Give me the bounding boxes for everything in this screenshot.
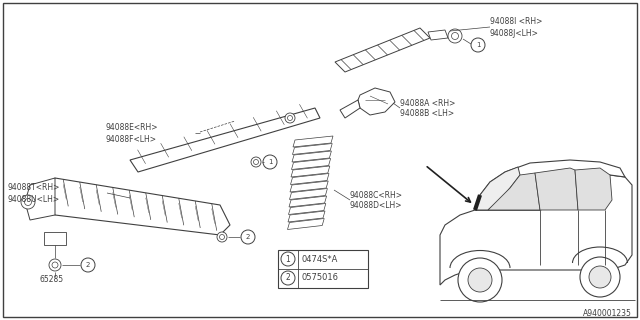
Text: 0575016: 0575016 xyxy=(302,274,339,283)
Polygon shape xyxy=(293,136,333,147)
Polygon shape xyxy=(575,168,612,210)
Text: 94088J<LH>: 94088J<LH> xyxy=(490,28,539,37)
Circle shape xyxy=(287,116,292,121)
Text: 94088B <LH>: 94088B <LH> xyxy=(400,109,454,118)
Polygon shape xyxy=(475,160,625,210)
Polygon shape xyxy=(358,88,395,115)
Polygon shape xyxy=(535,168,578,210)
Polygon shape xyxy=(475,167,520,210)
Text: 1: 1 xyxy=(268,159,272,165)
Polygon shape xyxy=(289,196,326,207)
Text: 94088I <RH>: 94088I <RH> xyxy=(490,18,542,27)
Text: 2: 2 xyxy=(86,262,90,268)
Circle shape xyxy=(281,252,295,266)
Polygon shape xyxy=(290,181,328,192)
Polygon shape xyxy=(291,173,329,185)
Text: 2: 2 xyxy=(285,274,291,283)
Polygon shape xyxy=(335,28,430,72)
Text: 65285: 65285 xyxy=(40,276,64,284)
Text: 2: 2 xyxy=(246,234,250,240)
Circle shape xyxy=(589,266,611,288)
Polygon shape xyxy=(340,100,360,118)
Circle shape xyxy=(458,258,502,302)
Circle shape xyxy=(251,157,261,167)
Text: 94088D<LH>: 94088D<LH> xyxy=(350,202,403,211)
Polygon shape xyxy=(291,166,330,177)
Circle shape xyxy=(21,195,35,209)
Text: 0474S*A: 0474S*A xyxy=(302,254,339,263)
Circle shape xyxy=(241,230,255,244)
Text: 94088E<RH>: 94088E<RH> xyxy=(105,124,157,132)
Circle shape xyxy=(451,33,458,39)
Circle shape xyxy=(448,29,462,43)
Bar xyxy=(44,232,66,245)
Circle shape xyxy=(580,257,620,297)
Text: 94088F<LH>: 94088F<LH> xyxy=(105,134,156,143)
Polygon shape xyxy=(289,188,328,199)
Polygon shape xyxy=(288,211,325,222)
Polygon shape xyxy=(292,143,332,155)
Polygon shape xyxy=(488,173,540,210)
Circle shape xyxy=(217,232,227,242)
Circle shape xyxy=(24,198,31,205)
Text: 1: 1 xyxy=(476,42,480,48)
Bar xyxy=(278,250,368,288)
Text: 94088T<RH>: 94088T<RH> xyxy=(8,183,60,193)
Polygon shape xyxy=(292,151,332,162)
Circle shape xyxy=(285,113,295,123)
Polygon shape xyxy=(130,108,320,172)
Circle shape xyxy=(52,262,58,268)
Circle shape xyxy=(471,38,485,52)
Circle shape xyxy=(468,268,492,292)
Text: A940001235: A940001235 xyxy=(583,308,632,317)
Text: 94088C<RH>: 94088C<RH> xyxy=(350,190,403,199)
Polygon shape xyxy=(428,30,448,40)
Polygon shape xyxy=(287,219,324,229)
Text: 94088A <RH>: 94088A <RH> xyxy=(400,99,456,108)
Circle shape xyxy=(253,159,259,164)
Polygon shape xyxy=(440,175,632,285)
Text: 1: 1 xyxy=(285,254,291,263)
Polygon shape xyxy=(25,178,55,220)
Circle shape xyxy=(281,271,295,285)
Polygon shape xyxy=(289,204,326,214)
Text: 94088U<LH>: 94088U<LH> xyxy=(8,195,60,204)
Circle shape xyxy=(263,155,277,169)
Polygon shape xyxy=(45,178,230,235)
Circle shape xyxy=(49,259,61,271)
Circle shape xyxy=(220,235,225,239)
Polygon shape xyxy=(291,158,331,170)
Circle shape xyxy=(81,258,95,272)
